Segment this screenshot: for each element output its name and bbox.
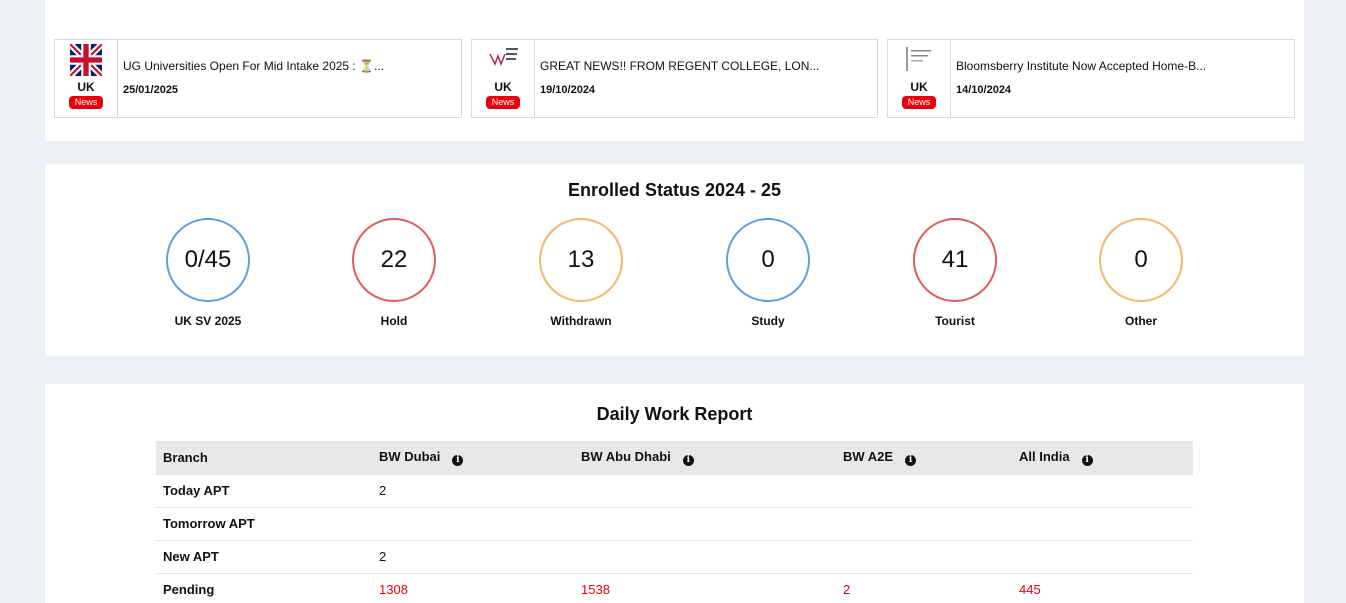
cell-value[interactable]: 1308: [372, 572, 574, 603]
header-bw-a2e: BW A2E i: [836, 441, 1012, 474]
table-header-row: Branch BW Dubai i BW Abu Dhabi i BW A2E i A…: [156, 441, 1193, 474]
cell-value[interactable]: [1012, 473, 1193, 507]
stat-label: Tourist: [935, 314, 975, 328]
stat-label: Other: [1124, 314, 1157, 328]
cell-value[interactable]: [574, 506, 836, 540]
cell-value[interactable]: [574, 539, 836, 573]
stat-label: Hold: [380, 314, 408, 328]
news-title[interactable]: GREAT NEWS!! FROM REGENT COLLEGE, LON...: [540, 59, 820, 73]
news-country: UK: [77, 80, 95, 94]
stat-tourist[interactable]: 41 Tourist: [885, 218, 1025, 328]
news-title[interactable]: UG Universities Open For Mid Intake 2025…: [123, 59, 385, 73]
header-branch: Branch: [156, 441, 372, 474]
stat-withdrawn[interactable]: 13 Withdrawn: [511, 218, 651, 328]
stat-other[interactable]: 0 Other: [1071, 218, 1211, 328]
info-icon[interactable]: i: [905, 454, 917, 466]
table-row: Today APT 2: [156, 473, 1193, 507]
cell-value[interactable]: [836, 473, 1012, 507]
news-date: 14/10/2024: [956, 84, 1012, 96]
stat-circle: 41: [913, 218, 997, 302]
stat-circle: 0/45: [166, 218, 250, 302]
row-label: Pending: [156, 572, 372, 603]
cell-value[interactable]: 1538: [574, 572, 836, 603]
news-card[interactable]: UK News UG Universities Open For Mid Int…: [54, 39, 462, 118]
daily-work-report-table: Branch BW Dubai i BW Abu Dhabi i BW A2E i A…: [156, 441, 1193, 603]
cell-value[interactable]: [1012, 506, 1193, 540]
stat-circle: 13: [539, 218, 623, 302]
enrolled-status-panel: Enrolled Status 2024 - 25 0/45 UK SV 202…: [45, 164, 1304, 356]
cell-value[interactable]: 445: [1012, 572, 1193, 603]
table-row: Tomorrow APT: [156, 506, 1193, 540]
daily-work-report-panel: Daily Work Report Branch BW Dubai i BW Ab…: [45, 384, 1304, 603]
cell-value[interactable]: [836, 539, 1012, 573]
regent-college-logo: [487, 44, 519, 76]
cell-value[interactable]: [1012, 539, 1193, 573]
info-icon[interactable]: i: [682, 454, 694, 466]
stat-circle: 22: [352, 218, 436, 302]
enrolled-status-title: Enrolled Status 2024 - 25: [567, 180, 782, 200]
news-badge: News: [68, 96, 104, 109]
stat-study[interactable]: 0 Study: [698, 218, 838, 328]
cell-value[interactable]: [372, 506, 574, 540]
news-badge: News: [485, 96, 521, 109]
cell-value[interactable]: 2: [372, 539, 574, 573]
table-row: New APT 2: [156, 539, 1193, 573]
stat-hold[interactable]: 22 Hold: [324, 218, 464, 328]
news-date: 19/10/2024: [540, 84, 596, 96]
news-title[interactable]: Bloomsberry Institute Now Accepted Home-…: [956, 59, 1207, 73]
stat-label: Withdrawn: [550, 314, 612, 328]
info-icon[interactable]: i: [452, 454, 464, 466]
stat-label: UK SV 2025: [174, 314, 242, 328]
stat-circle: 0: [726, 218, 810, 302]
stat-circle: 0: [1099, 218, 1183, 302]
row-label: New APT: [156, 539, 372, 573]
news-card[interactable]: UK News GREAT NEWS!! FROM REGENT COLLEGE…: [471, 39, 878, 118]
uk-flag-icon: [70, 44, 102, 76]
bloomsberry-institute-logo: [903, 44, 935, 76]
row-label: Tomorrow APT: [156, 506, 372, 540]
cell-value[interactable]: 2: [836, 572, 1012, 603]
header-bw-abu-dhabi: BW Abu Dhabi i: [574, 441, 836, 474]
stat-uk-sv-2025[interactable]: 0/45 UK SV 2025: [138, 218, 278, 328]
stat-label: Study: [751, 314, 785, 328]
news-panel: UK News UG Universities Open For Mid Int…: [45, 0, 1304, 141]
news-date: 25/01/2025: [123, 84, 179, 96]
news-card[interactable]: UK News Bloomsberry Institute Now Accept…: [887, 39, 1295, 118]
table-row: Pending 1308 1538 2 445: [156, 572, 1193, 603]
header-bw-dubai: BW Dubai i: [372, 441, 574, 474]
cell-value[interactable]: 2: [372, 473, 574, 507]
header-all-india: All India i: [1012, 441, 1193, 474]
news-country: UK: [494, 80, 512, 94]
info-icon[interactable]: i: [1081, 454, 1093, 466]
report-title: Daily Work Report: [596, 404, 753, 424]
cell-value[interactable]: [574, 473, 836, 507]
row-label: Today APT: [156, 473, 372, 507]
cell-value[interactable]: [836, 506, 1012, 540]
news-badge: News: [901, 96, 937, 109]
news-country: UK: [910, 80, 928, 94]
